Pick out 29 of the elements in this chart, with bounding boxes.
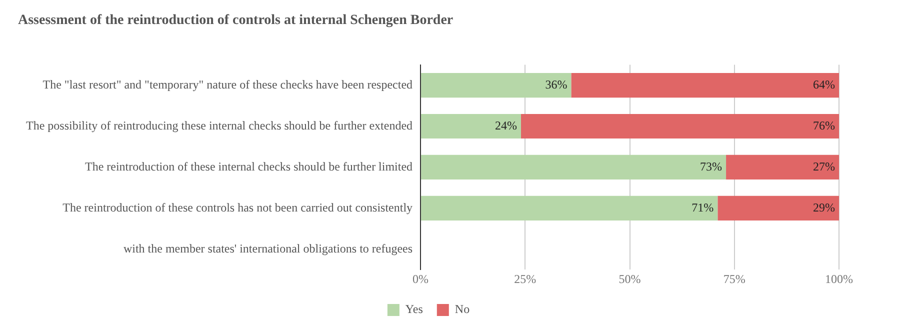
- bar: [421, 72, 572, 98]
- data-label: 36%: [545, 77, 568, 92]
- data-label: 24%: [494, 118, 517, 132]
- bar: [571, 72, 839, 98]
- x-tick-label: 100%: [825, 272, 853, 286]
- bar: [421, 154, 726, 180]
- x-tick-label: 50%: [618, 272, 641, 286]
- legend-label: No: [454, 302, 470, 316]
- data-label: 73%: [700, 159, 722, 174]
- y-tick-label: The "last resort" and "temporary" nature of these checks have been respected: [42, 77, 413, 92]
- data-label: 76%: [813, 118, 835, 132]
- x-tick-label: 0%: [412, 272, 429, 286]
- x-tick-label: 75%: [723, 272, 746, 286]
- y-tick-label: The possibility of reintroducing these internal checks should be further extended: [26, 118, 413, 132]
- text: Assessment of the reintroduction of controls at internal Schengen Border: [18, 13, 454, 28]
- bar: [421, 114, 521, 139]
- y-tick-label: The reintroduction of these internal checks should be further limited: [84, 159, 413, 174]
- bar: [520, 114, 839, 139]
- legend-label: Yes: [405, 302, 424, 316]
- bar: [718, 196, 839, 220]
- x-tick-label: 25%: [514, 272, 536, 286]
- data-label: 64%: [813, 77, 835, 92]
- bar: [421, 196, 718, 220]
- bar: [726, 154, 839, 180]
- data-label: 71%: [692, 200, 714, 214]
- y-tick-label: with the member states' international obligations to refugees: [123, 241, 413, 256]
- y-tick-label: The reintroduction of these controls has not been carried out consistently: [62, 200, 413, 214]
- data-label: 27%: [813, 159, 835, 174]
- data-label: 29%: [813, 200, 835, 214]
